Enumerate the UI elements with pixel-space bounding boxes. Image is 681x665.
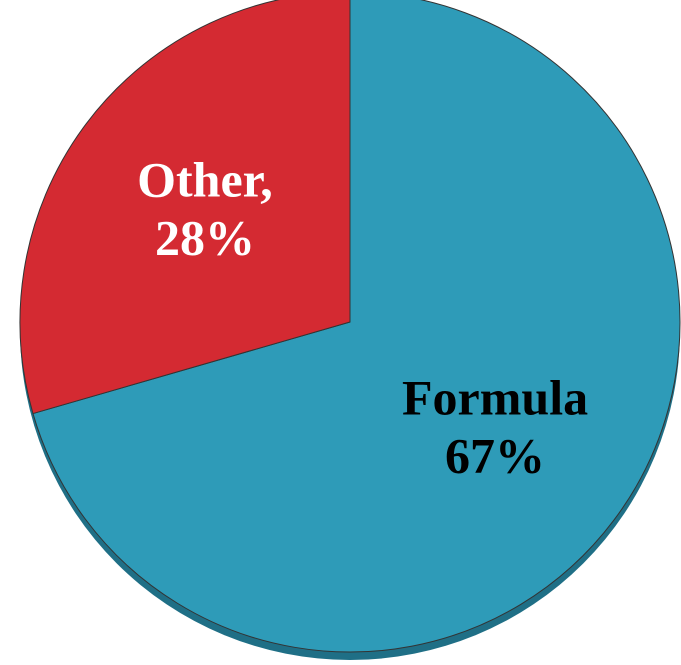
slice-value-label: 67% bbox=[445, 428, 545, 484]
slice-category-label: Formula bbox=[402, 370, 588, 426]
slice-value-label: 28% bbox=[155, 209, 255, 265]
slice-category-label: Other, bbox=[137, 151, 273, 207]
pie-slice bbox=[19, 0, 351, 415]
pie-slice bbox=[32, 0, 681, 653]
